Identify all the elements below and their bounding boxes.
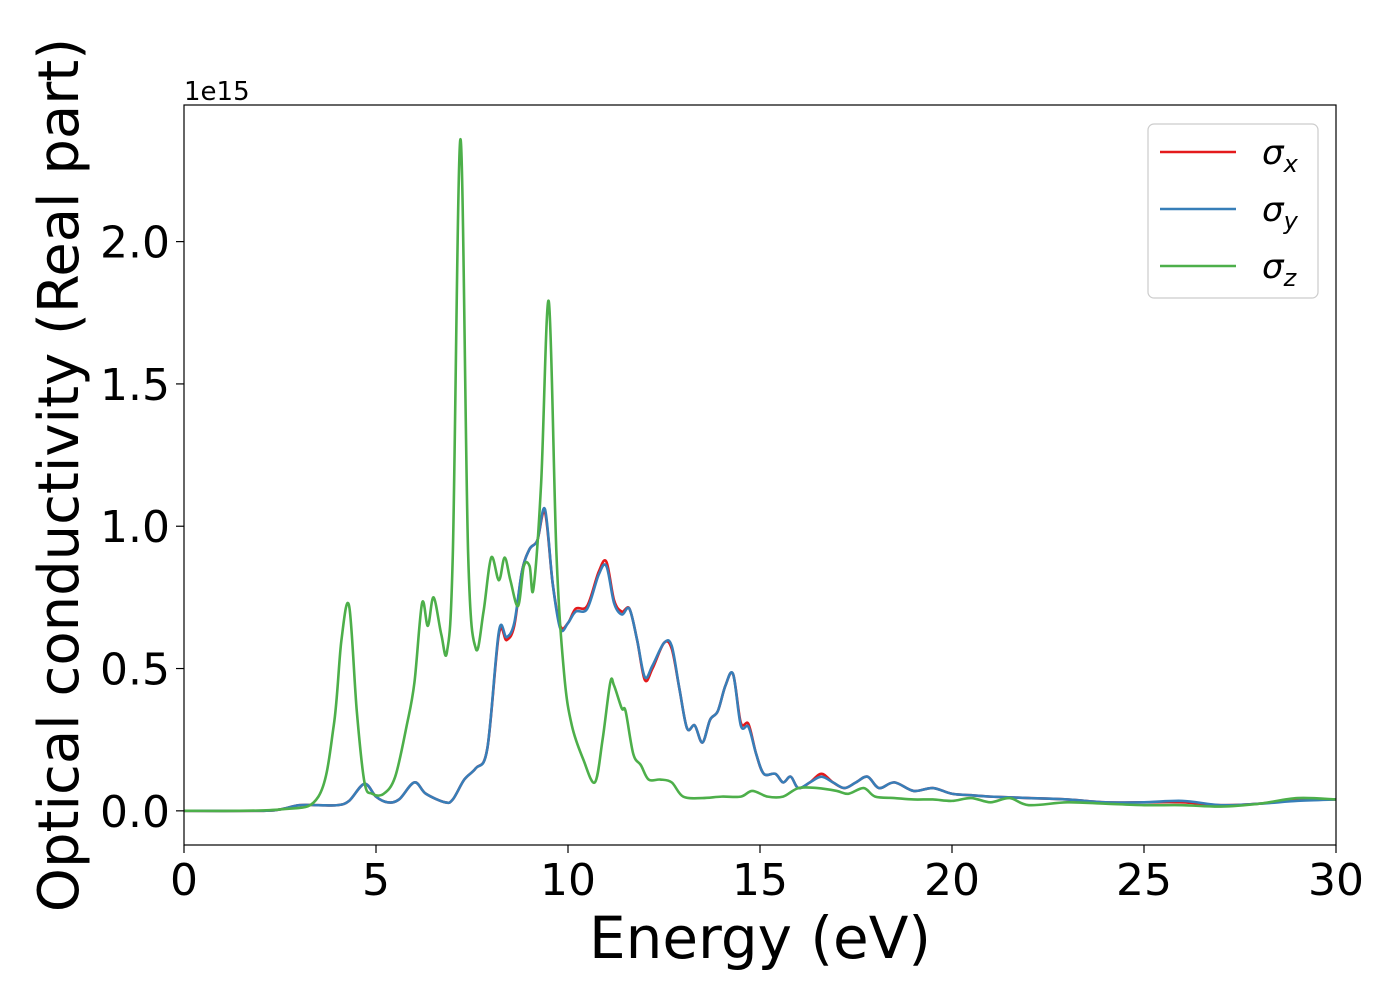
series-layer: [184, 137, 1336, 813]
y-tick-label: 1.0: [100, 502, 170, 553]
x-tick-label: 0: [170, 855, 198, 906]
x-tick-label: 30: [1308, 855, 1364, 906]
x-tick-label: 10: [540, 855, 596, 906]
x-tick-label: 15: [732, 855, 788, 906]
y-tick-label: 2.0: [100, 218, 170, 269]
x-tick-label: 25: [1116, 855, 1172, 906]
x-tick-label: 5: [362, 855, 390, 906]
series-line-z: [184, 137, 1336, 813]
y-tick-label: 0.0: [100, 787, 170, 838]
x-axis-ticks: 0 5 10 15 20 25 30: [170, 845, 1364, 906]
y-axis-label: Optical conductivity (Real part): [27, 38, 92, 912]
y-tick-label: 0.5: [100, 645, 170, 696]
y-axis-ticks: 0.0 0.5 1.0 1.5 2.0: [100, 218, 184, 838]
x-axis-label: Energy (eV): [589, 904, 931, 972]
y-offset-text: 1e15: [184, 77, 250, 107]
legend-box: [1147, 123, 1319, 299]
series-line-y: [184, 506, 1336, 813]
legend-label-y: σy: [1262, 190, 1299, 235]
x-tick-label: 20: [924, 855, 980, 906]
y-tick-label: 1.5: [100, 360, 170, 411]
legend-label-x: σx: [1262, 133, 1299, 178]
